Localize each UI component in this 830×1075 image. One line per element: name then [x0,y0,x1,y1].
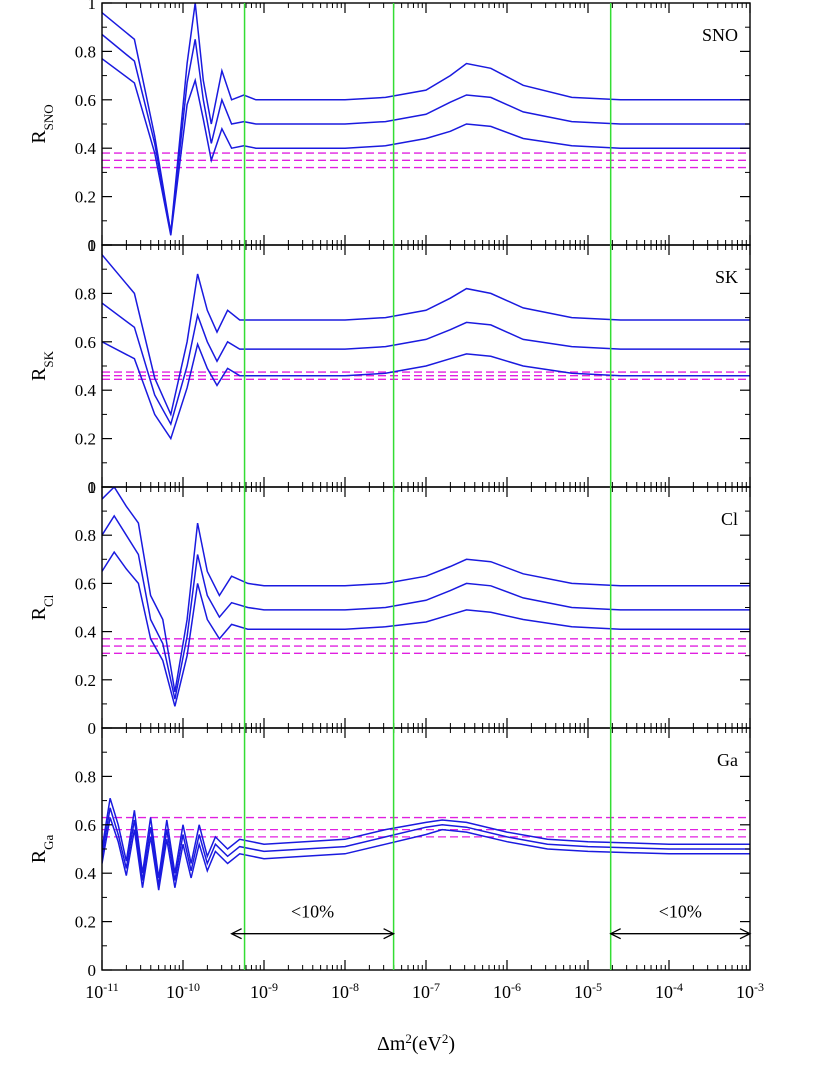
y-tick-label: 0.6 [75,91,96,110]
arrow-head-right [383,928,396,940]
y-tick-label: 0.6 [75,816,96,835]
panel-sno: 0 0.2 0.4 0.6 0.8 1 SNO RSNO [28,0,751,255]
x-tick-label: 10-4 [655,980,683,1002]
y-tick-label: 0.4 [75,139,97,158]
x-axis-label: Δm2(eV2) [377,1031,455,1056]
y-tick-label: 0.8 [75,42,96,61]
panel-cl: 0 0.2 0.4 0.6 0.8 1 Cl RCl [28,478,751,738]
y-tick-label: 1 [88,478,97,497]
x-tick-label: 10-11 [85,980,119,1002]
y-tick-label: 0.2 [75,913,96,932]
y-tick-label: 1 [88,236,97,255]
panel-sk: 0 0.2 0.4 0.6 0.8 1 SK RSK [28,236,751,497]
series-line-2 [102,807,750,886]
range-annotation: <10% [609,902,752,940]
x-tick-label: 10-9 [250,980,278,1002]
y-tick-label: 0 [88,236,97,255]
y-tick-label: 0 [88,478,97,497]
panel-label: Ga [717,750,738,770]
y-tick-label: 0 [88,719,97,738]
series-line-1 [102,487,750,693]
panel-label: SNO [702,25,738,45]
y-axis-label: RGa [28,835,56,864]
series-line-3 [102,817,750,891]
series-line-1 [102,797,750,879]
series-line-2 [102,514,750,700]
panel-label: SK [715,267,738,287]
series-line-3 [102,550,750,707]
y-tick-label: 0.6 [75,333,96,352]
range-annotation: <10% [230,902,396,940]
y-tick-label: 0.8 [75,526,96,545]
y-tick-label: 0.4 [75,381,97,400]
arrow-head-left [230,928,242,940]
y-axis-label: RSNO [28,104,56,143]
x-axis: 10-11 10-10 10-9 10-8 10-7 10-6 10-5 10-4 10-3 [85,980,764,1002]
y-tick-label: 0.2 [75,430,96,449]
series-line-2 [102,33,750,234]
range-annotation-label: <10% [291,902,334,922]
panel-label: Cl [721,509,738,529]
series-line-2 [102,302,750,427]
y-tick-label: 0.2 [75,671,96,690]
vertical-lines [243,3,612,970]
arrow-head-right [739,928,752,940]
y-tick-label: 0.6 [75,574,96,593]
y-tick-label: 0.4 [75,623,97,642]
series-line-1 [102,3,750,234]
series-line-3 [102,341,750,441]
panel-ga: 0 0.2 0.4 0.6 0.8 Ga RGa [28,727,751,980]
series-line-1 [102,254,750,417]
annotations: <10% <10% [230,902,752,940]
y-tick-label: 0.8 [75,767,96,786]
y-axis-label: RCl [28,594,56,620]
y-axis-label: RSK [28,350,56,381]
panel-frame [101,486,751,729]
panels: 0 0.2 0.4 0.6 0.8 1 SNO RSNO 0 0.2 0.4 0.6 0.8 1 SK RSK… [28,0,751,980]
y-tick-label: 0 [88,961,97,980]
arrow-head-left [609,928,621,940]
x-tick-label: 10-10 [166,980,200,1002]
x-tick-label: 10-6 [493,980,521,1002]
y-tick-label: 0.8 [75,284,96,303]
y-tick-label: 1 [88,0,97,13]
series-line-3 [102,58,750,236]
x-tick-label: 10-7 [412,980,440,1002]
x-tick-label: 10-5 [574,980,602,1002]
y-tick-label: 0.4 [75,864,97,883]
range-annotation-label: <10% [659,902,702,922]
x-tick-label: 10-8 [331,980,359,1002]
y-tick-label: 0.2 [75,188,96,207]
x-tick-label: 10-3 [736,980,764,1002]
